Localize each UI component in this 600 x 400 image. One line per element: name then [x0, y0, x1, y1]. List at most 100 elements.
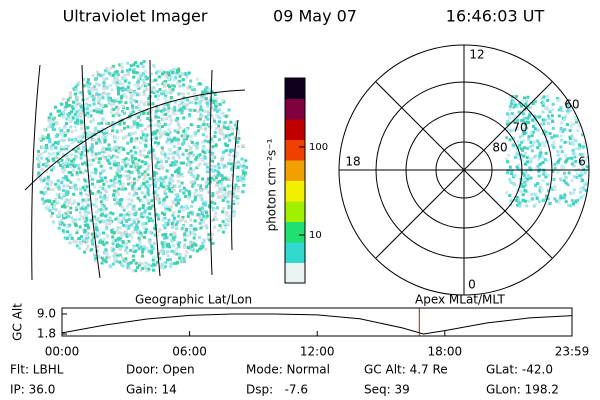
- pixel: [73, 187, 77, 191]
- pixel: [108, 148, 112, 152]
- pixel: [188, 163, 192, 167]
- pixel: [61, 229, 65, 233]
- pixel: [127, 192, 131, 196]
- left-title: Geographic Lat/Lon: [135, 293, 252, 307]
- pixel: [118, 198, 122, 202]
- pixel: [63, 168, 67, 172]
- pixel: [176, 128, 180, 132]
- pixel: [163, 96, 167, 100]
- pixel: [568, 129, 572, 133]
- pixel: [233, 186, 237, 190]
- pixel: [75, 244, 79, 248]
- pixel: [204, 186, 208, 190]
- pixel: [519, 182, 523, 186]
- pixel: [541, 118, 545, 122]
- pixel: [244, 159, 248, 163]
- pixel: [117, 187, 121, 191]
- pixel: [122, 147, 126, 151]
- pixel: [188, 227, 192, 231]
- pixel: [573, 155, 577, 159]
- pixel: [52, 166, 56, 170]
- pixel: [51, 157, 55, 161]
- pixel: [542, 141, 546, 145]
- pixel: [140, 191, 144, 195]
- imager-pixels: [35, 60, 590, 273]
- pixel: [164, 112, 168, 116]
- pixel: [193, 97, 197, 101]
- pixel: [125, 106, 129, 110]
- pixel: [176, 174, 180, 178]
- pixel: [86, 78, 90, 82]
- pixel: [63, 214, 67, 218]
- pixel: [101, 117, 105, 121]
- pixel: [162, 89, 166, 93]
- pixel: [576, 172, 580, 176]
- pixel: [67, 117, 71, 121]
- pixel: [50, 211, 54, 215]
- pixel: [551, 169, 555, 173]
- pixel: [160, 125, 164, 129]
- pixel: [543, 172, 547, 176]
- pixel: [173, 76, 177, 80]
- pixel: [203, 139, 207, 143]
- pixel: [558, 130, 562, 134]
- pixel: [553, 187, 557, 191]
- pixel: [176, 193, 180, 197]
- pixel: [215, 109, 219, 113]
- pixel: [527, 137, 531, 141]
- pixel: [83, 178, 87, 182]
- pixel: [187, 211, 191, 215]
- pixel: [49, 182, 53, 186]
- pixel: [123, 126, 127, 130]
- colorbar-band: [285, 221, 305, 243]
- pixel: [119, 244, 123, 248]
- pixel: [167, 147, 171, 151]
- pixel: [544, 130, 548, 134]
- pixel: [174, 193, 178, 197]
- pixel: [183, 243, 187, 247]
- pixel: [54, 146, 58, 150]
- pixel: [162, 224, 166, 228]
- pixel: [163, 192, 167, 196]
- pixel: [536, 115, 540, 119]
- pixel: [114, 196, 118, 200]
- pixel: [218, 131, 222, 135]
- pixel: [540, 188, 544, 192]
- pixel: [202, 94, 206, 98]
- pixel: [75, 173, 79, 177]
- pixel: [65, 230, 69, 234]
- pixel: [566, 103, 570, 107]
- pixel: [234, 155, 238, 159]
- pixel: [104, 69, 108, 73]
- pixel: [192, 236, 196, 240]
- pixel: [227, 124, 231, 128]
- pixel: [126, 162, 130, 166]
- pixel: [70, 173, 74, 177]
- pixel: [514, 95, 518, 99]
- pixel: [195, 156, 199, 160]
- pixel: [184, 149, 188, 153]
- pixel: [223, 196, 227, 200]
- pixel: [570, 156, 574, 160]
- pixel: [100, 129, 104, 133]
- pixel: [77, 217, 81, 221]
- pixel: [135, 71, 139, 75]
- pixel: [91, 74, 95, 78]
- pixel: [544, 139, 548, 143]
- pixel: [166, 123, 170, 127]
- pixel: [224, 134, 228, 138]
- pixel: [148, 118, 152, 122]
- pixel: [121, 185, 125, 189]
- pixel: [131, 225, 135, 229]
- pixel: [127, 266, 131, 270]
- pixel: [192, 91, 196, 95]
- pixel: [168, 245, 172, 249]
- pixel: [102, 87, 106, 91]
- pixel: [74, 85, 78, 89]
- pixel: [150, 149, 154, 153]
- pixel: [156, 83, 160, 87]
- pixel: [161, 150, 165, 154]
- pixel: [73, 184, 77, 188]
- pixel: [132, 218, 136, 222]
- pixel: [92, 102, 96, 106]
